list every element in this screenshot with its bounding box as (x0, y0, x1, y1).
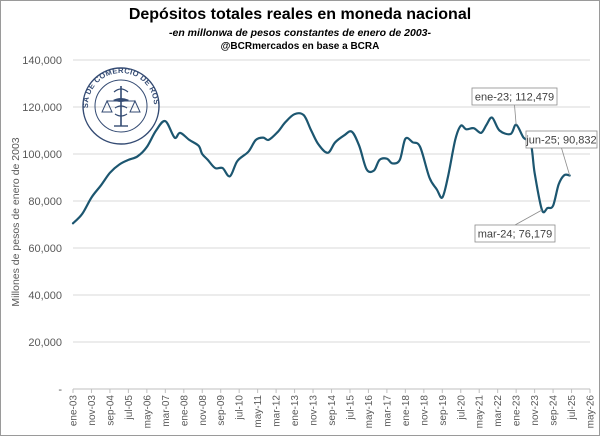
chart-subtitle: -en millonwa de pesos constantes de ener… (169, 27, 431, 39)
x-tick-label: sep-19 (438, 395, 449, 426)
x-tick-label: mar-17 (382, 395, 393, 427)
x-tick-label: sep-09 (216, 395, 227, 426)
gridlines (73, 59, 590, 390)
x-tick-label: nov-18 (419, 395, 430, 426)
annotation-label: jun-25; 90,832 (525, 135, 596, 147)
x-tick-label: sep-04 (105, 395, 116, 426)
x-tick-label: may-21 (475, 395, 486, 429)
y-axis-ticks: - 20,000 40,000 60,000 80,000 100,000 120,000 1… (22, 55, 62, 396)
bolsa-de-comercio-seal-logo: BOLSA DE COMERCIO DE ROSARIO (0, 0, 161, 145)
deposits-series-line (71, 112, 571, 225)
x-tick-label: jul-20 (456, 395, 467, 421)
x-axis-ticks: ene-03 nov-03 sep-04 jul-05 may-06 mar-07 ene-… (69, 389, 597, 428)
y-tick-label: 100,000 (22, 149, 62, 161)
x-tick-label: mar-07 (161, 395, 172, 427)
x-tick-label: may-11 (253, 395, 264, 428)
y-tick-label: 60,000 (28, 243, 62, 255)
chart-title: Depósitos totales reales en moneda nacio… (128, 6, 472, 23)
x-tick-label: jul-05 (124, 395, 135, 421)
annotation-label: mar-24; 76,179 (478, 229, 553, 241)
x-tick-label: nov-08 (198, 395, 209, 426)
y-tick-label: 20,000 (28, 337, 62, 349)
x-tick-label: ene-13 (290, 395, 301, 427)
x-tick-label: may-16 (364, 395, 375, 429)
y-tick-label: 80,000 (28, 196, 62, 208)
x-tick-label: jul-15 (345, 395, 356, 421)
y-tick-label: 120,000 (22, 102, 62, 114)
x-tick-label: mar-22 (493, 395, 504, 427)
x-tick-label: may-06 (142, 395, 153, 429)
annotation-box (474, 224, 556, 243)
annotation-leader (514, 104, 517, 125)
x-tick-label: ene-18 (401, 395, 412, 427)
x-tick-label: may-26 (586, 395, 597, 429)
annotation-leader (561, 147, 571, 176)
annotation-box (525, 130, 598, 149)
x-tick-label: jul-25 (567, 395, 578, 421)
x-tick-label: sep-24 (549, 395, 560, 426)
x-tick-label: sep-14 (327, 395, 338, 426)
x-tick-label: nov-13 (309, 395, 320, 426)
x-tick-label: ene-03 (69, 395, 80, 427)
annotation-label: ene-23; 112,479 (475, 92, 554, 104)
y-tick-label: 40,000 (28, 290, 62, 302)
x-tick-label: ene-08 (179, 395, 190, 427)
x-tick-label: jul-10 (235, 395, 246, 421)
y-tick-label: 140,000 (22, 55, 62, 67)
y-tick-label: - (58, 384, 62, 396)
y-axis-label: Millones de pesos de enero de 2003 (10, 137, 22, 306)
x-tick-label: nov-03 (87, 395, 98, 426)
x-tick-label: ene-23 (512, 395, 523, 427)
annotations: ene-23; 112,479 jun-25; 90,832 mar-24; 76,… (471, 87, 598, 243)
x-tick-label: nov-23 (530, 395, 541, 426)
annotation-leader (514, 209, 543, 226)
chart-source: @BCRmercados en base a BCRA (220, 41, 380, 52)
x-tick-label: mar-12 (272, 395, 283, 427)
annotation-box (471, 87, 558, 106)
